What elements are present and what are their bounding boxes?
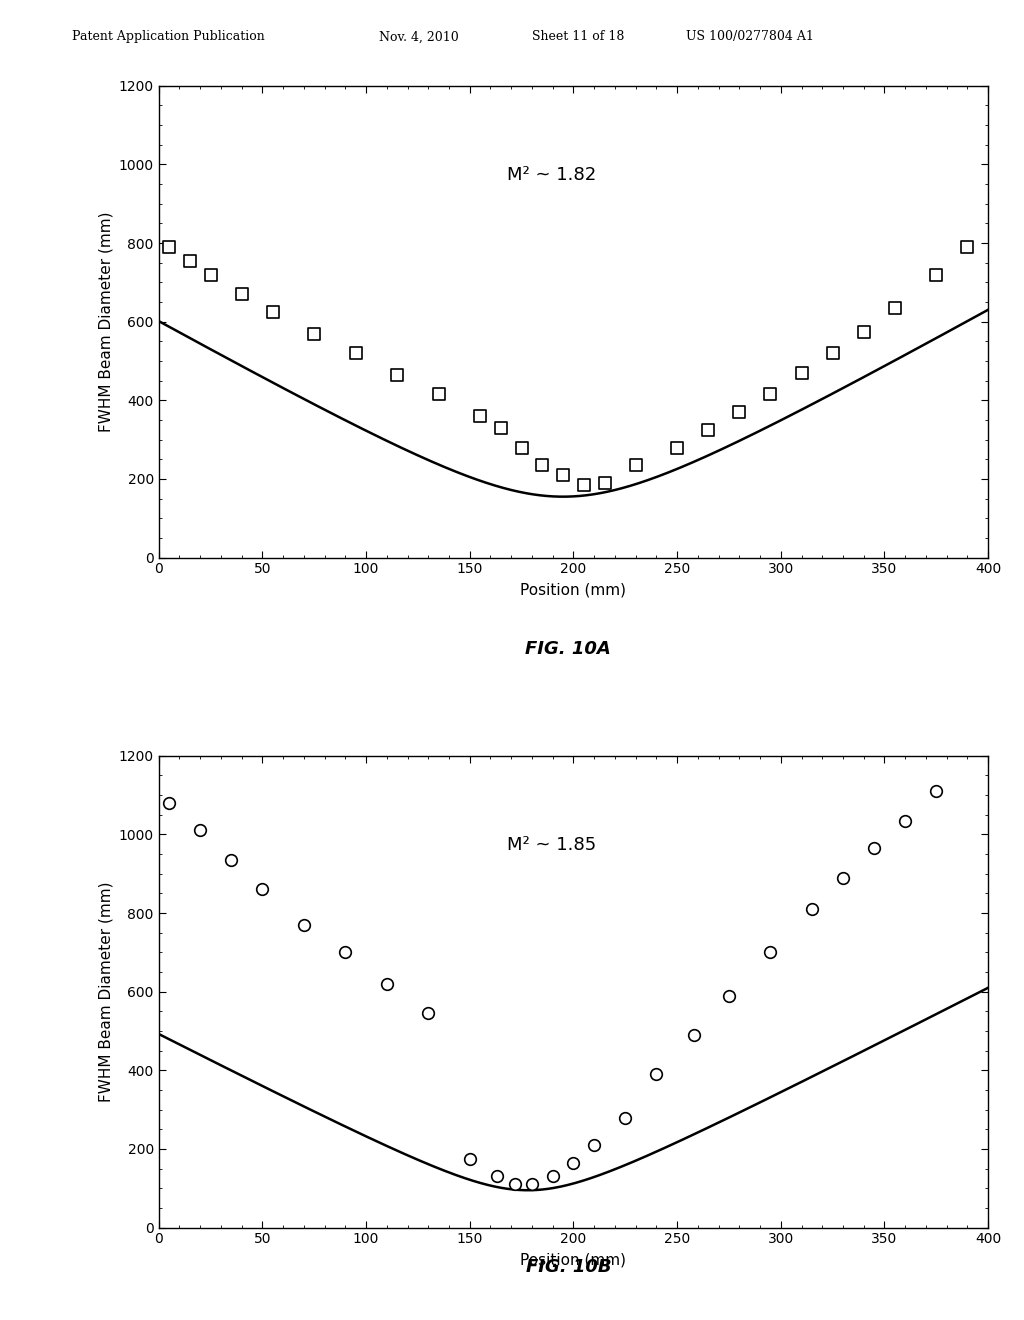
Point (430, 384, 446, 405)
Point (648, 1064, 665, 1085)
Point (685, 1024, 701, 1045)
Point (617, 1107, 634, 1129)
Text: Patent Application Publication: Patent Application Publication (72, 30, 264, 44)
Point (596, 473, 612, 494)
Point (264, 301, 281, 322)
Point (700, 420, 717, 441)
Point (296, 915, 312, 936)
Point (233, 284, 250, 305)
Point (731, 401, 748, 422)
Y-axis label: FWHM Beam Diameter (mm): FWHM Beam Diameter (mm) (98, 882, 114, 1102)
Point (586, 1134, 602, 1155)
Point (721, 985, 737, 1006)
Text: US 100/0277804 A1: US 100/0277804 A1 (686, 30, 814, 44)
Point (181, 251, 198, 272)
Point (203, 264, 219, 285)
Point (472, 405, 488, 426)
Point (535, 454, 551, 475)
X-axis label: Position (mm): Position (mm) (520, 582, 627, 597)
Y-axis label: FWHM Beam Diameter (mm): FWHM Beam Diameter (mm) (98, 211, 114, 432)
Point (545, 1166, 561, 1187)
Point (887, 297, 903, 318)
Point (959, 236, 976, 257)
Point (575, 474, 592, 495)
Point (824, 343, 841, 364)
Point (804, 899, 820, 920)
Point (493, 417, 509, 438)
Point (513, 437, 529, 458)
Text: Nov. 4, 2010: Nov. 4, 2010 (379, 30, 459, 44)
Text: M² ~ 1.85: M² ~ 1.85 (507, 836, 596, 854)
Text: Sheet 11 of 18: Sheet 11 of 18 (532, 30, 625, 44)
Point (866, 838, 883, 859)
Point (835, 867, 851, 888)
Point (161, 236, 177, 257)
Point (762, 941, 778, 962)
Point (565, 1152, 582, 1173)
Point (507, 1173, 523, 1195)
Point (762, 384, 778, 405)
Point (337, 941, 353, 962)
Point (897, 810, 913, 832)
Point (856, 321, 872, 342)
Point (193, 820, 209, 841)
Point (928, 780, 944, 801)
Point (161, 792, 177, 813)
Point (347, 343, 364, 364)
Point (254, 879, 270, 900)
Text: FIG. 10B: FIG. 10B (525, 1258, 611, 1276)
Point (669, 437, 685, 458)
Point (794, 362, 810, 383)
Point (223, 849, 240, 870)
Point (389, 364, 406, 385)
Point (928, 264, 944, 285)
Point (628, 454, 644, 475)
Text: FIG. 10A: FIG. 10A (525, 640, 611, 659)
Point (523, 1173, 541, 1195)
Text: M² ~ 1.82: M² ~ 1.82 (507, 166, 596, 183)
Point (488, 1166, 505, 1187)
Point (306, 323, 323, 345)
Point (462, 1148, 478, 1170)
X-axis label: Position (mm): Position (mm) (520, 1251, 627, 1267)
Point (555, 465, 571, 486)
Point (420, 1003, 436, 1024)
Point (379, 973, 395, 994)
